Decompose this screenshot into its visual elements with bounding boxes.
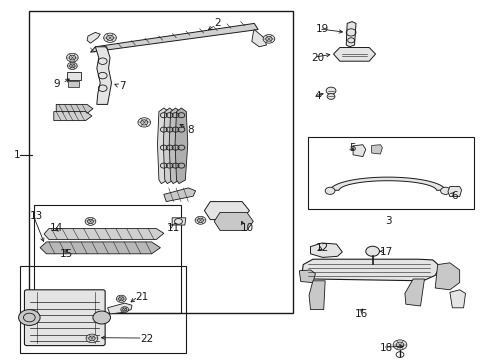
Polygon shape — [310, 243, 342, 257]
Circle shape — [93, 311, 110, 324]
Polygon shape — [56, 104, 93, 113]
Polygon shape — [333, 48, 375, 61]
Circle shape — [325, 87, 335, 94]
Circle shape — [19, 310, 40, 325]
Polygon shape — [214, 212, 253, 230]
Polygon shape — [44, 229, 163, 239]
Text: 10: 10 — [240, 222, 253, 233]
Polygon shape — [447, 186, 461, 197]
Polygon shape — [68, 81, 79, 87]
Polygon shape — [157, 108, 170, 184]
Circle shape — [66, 53, 78, 62]
Polygon shape — [107, 303, 132, 314]
Text: 7: 7 — [119, 81, 125, 91]
Circle shape — [67, 62, 77, 69]
Text: 12: 12 — [315, 243, 329, 253]
Circle shape — [103, 33, 116, 42]
Polygon shape — [434, 263, 459, 290]
Text: 4: 4 — [314, 91, 321, 102]
Circle shape — [86, 334, 98, 343]
Polygon shape — [346, 22, 355, 47]
Text: 6: 6 — [450, 191, 457, 201]
Text: 11: 11 — [166, 222, 180, 233]
Text: 8: 8 — [187, 125, 194, 135]
Polygon shape — [163, 108, 176, 184]
Polygon shape — [169, 108, 182, 184]
Polygon shape — [404, 279, 424, 306]
Polygon shape — [90, 23, 258, 52]
Polygon shape — [40, 242, 160, 254]
Text: 19: 19 — [315, 24, 329, 34]
Polygon shape — [175, 108, 187, 184]
Polygon shape — [371, 145, 382, 154]
Circle shape — [195, 216, 205, 224]
Bar — [29, 11, 293, 313]
Circle shape — [85, 217, 96, 225]
Circle shape — [365, 246, 379, 256]
Text: 20: 20 — [311, 53, 324, 63]
Text: 22: 22 — [140, 334, 153, 344]
Polygon shape — [251, 30, 266, 47]
Circle shape — [121, 307, 128, 312]
Polygon shape — [95, 47, 111, 104]
Text: 1: 1 — [14, 150, 20, 160]
Polygon shape — [204, 202, 249, 220]
Text: 5: 5 — [348, 143, 355, 153]
Text: 3: 3 — [385, 216, 391, 226]
Text: 9: 9 — [53, 78, 60, 89]
Circle shape — [138, 118, 150, 127]
Polygon shape — [329, 177, 445, 190]
Polygon shape — [299, 270, 315, 283]
Polygon shape — [87, 32, 100, 43]
Bar — [20, 266, 185, 353]
Text: 13: 13 — [30, 211, 43, 221]
Text: 17: 17 — [379, 247, 392, 257]
Circle shape — [263, 35, 274, 43]
FancyBboxPatch shape — [24, 290, 105, 346]
Polygon shape — [54, 112, 92, 121]
Circle shape — [116, 295, 126, 302]
Polygon shape — [302, 259, 439, 281]
Circle shape — [325, 187, 334, 194]
Circle shape — [392, 340, 406, 350]
Polygon shape — [67, 72, 81, 80]
Text: 16: 16 — [354, 309, 368, 319]
Text: 15: 15 — [59, 249, 73, 259]
Bar — [307, 137, 473, 209]
Polygon shape — [308, 281, 325, 310]
Text: 21: 21 — [135, 292, 148, 302]
Circle shape — [326, 94, 334, 99]
Polygon shape — [352, 145, 365, 157]
Polygon shape — [449, 290, 465, 308]
Text: 18: 18 — [379, 343, 392, 354]
Polygon shape — [163, 188, 195, 202]
Bar — [34, 205, 181, 313]
Circle shape — [440, 187, 449, 194]
Text: 14: 14 — [49, 222, 63, 233]
Polygon shape — [172, 218, 185, 225]
Text: 2: 2 — [214, 18, 221, 28]
